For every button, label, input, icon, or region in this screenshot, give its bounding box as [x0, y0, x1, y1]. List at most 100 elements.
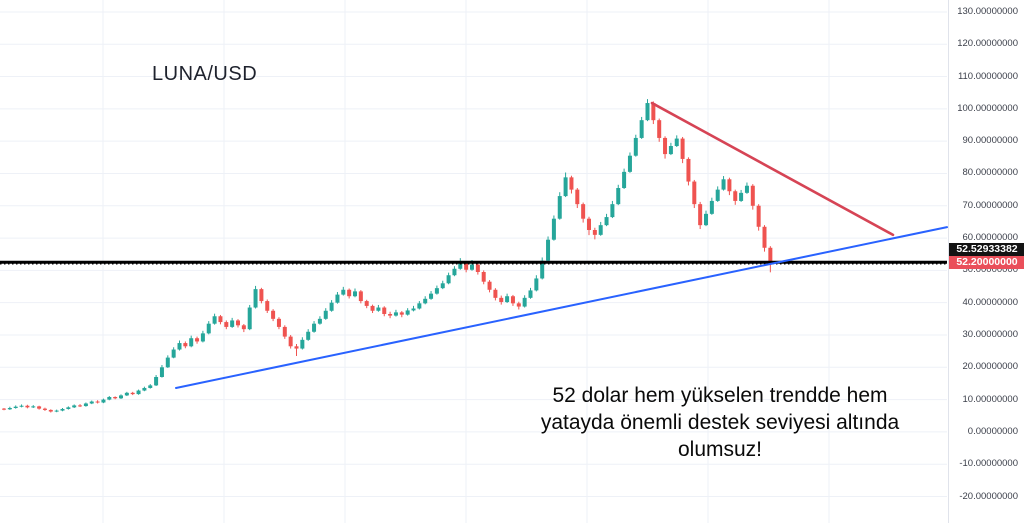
candle-body [60, 408, 65, 411]
candle-body [376, 307, 381, 311]
candle-body [271, 310, 276, 319]
candle-body [247, 307, 252, 330]
candle-body [148, 385, 153, 388]
candle-body [288, 336, 293, 347]
candle-body [715, 189, 720, 201]
candle-body [253, 289, 258, 308]
candle-body [276, 318, 281, 327]
candle-body [405, 310, 410, 315]
candle-body [739, 192, 744, 201]
candle-body [282, 326, 287, 337]
candle-body [481, 271, 486, 282]
candle-body [265, 301, 270, 311]
candle-body [499, 297, 504, 303]
price-axis[interactable]: 52.52933382 52.20000000 130.00000000 120.… [948, 0, 1024, 523]
candle-body [721, 179, 726, 190]
candle-body [142, 387, 147, 391]
candle-body [19, 405, 24, 407]
candle-body [569, 177, 574, 190]
price-tick-label: 120.00000000 [957, 38, 1018, 50]
candle-body [241, 325, 246, 330]
current-price-badge: 52.52933382 [949, 243, 1024, 257]
candle-body [598, 225, 603, 235]
candle-body [200, 333, 205, 342]
candle-body [610, 204, 615, 218]
price-tick-label: 50.00000000 [962, 264, 1018, 276]
candle-body [540, 260, 545, 279]
candle-body [95, 401, 100, 403]
price-tick-label: 90.00000000 [962, 135, 1018, 147]
price-tick-label: 100.00000000 [957, 102, 1018, 114]
annotation-line-1: 52 dolar hem yükselen trendde hem [552, 384, 888, 407]
candle-body [382, 307, 387, 314]
candle-body [423, 298, 428, 304]
candle-body [2, 408, 6, 410]
candle-body [464, 263, 469, 270]
candle-body [487, 281, 492, 290]
candle-body [347, 289, 352, 297]
candle-body [668, 146, 673, 155]
candle-body [259, 289, 264, 302]
price-tick-label: 80.00000000 [962, 167, 1018, 179]
price-tick-label: 20.00000000 [962, 361, 1018, 373]
candle-body [189, 338, 194, 347]
price-tick-label: 0.00000000 [967, 425, 1018, 437]
candle-body [692, 181, 697, 205]
candle-body [294, 346, 299, 349]
candle-body [183, 343, 188, 347]
candle-body [686, 158, 691, 182]
candle-body [546, 239, 551, 261]
candle-body [768, 247, 773, 263]
candle-body [13, 406, 18, 408]
candle-body [388, 313, 393, 316]
candle-body [470, 264, 474, 270]
candle-body [446, 275, 451, 284]
candle-body [762, 226, 767, 248]
candle-body [411, 308, 416, 311]
candle-body [124, 392, 129, 396]
candle-body [645, 103, 650, 121]
annotation-line-3: olumsuz! [677, 438, 763, 461]
support-level-badge-text: 52.20000000 [956, 256, 1018, 269]
price-tick-label: -20.00000000 [959, 490, 1018, 502]
analysis-annotation-text: 52 dolar hem yükselen trendde hem yatayd… [470, 382, 970, 463]
candle-body [505, 296, 510, 303]
candle-body [323, 310, 328, 319]
candle-body [452, 268, 457, 276]
ascending-support-trendline[interactable] [175, 226, 948, 389]
candle-body [89, 401, 94, 404]
candle-body [312, 323, 317, 332]
candle-body [399, 312, 404, 315]
candle-body [709, 200, 714, 214]
candle-body [42, 408, 47, 410]
candle-body [522, 297, 527, 307]
price-tick-label: -10.00000000 [959, 458, 1018, 470]
candle-body [119, 395, 123, 399]
candle-body [159, 367, 164, 377]
candle-body [72, 405, 77, 408]
candle-body [592, 230, 597, 235]
candle-body [370, 305, 375, 311]
candle-body [417, 303, 422, 309]
descending-resistance-trendline[interactable] [650, 101, 895, 237]
candle-body [704, 213, 708, 226]
candle-body [663, 137, 668, 155]
candle-body [212, 316, 217, 324]
candle-body [37, 406, 42, 409]
candle-body [680, 138, 685, 159]
price-tick-label: 110.00000000 [957, 70, 1018, 82]
candle-body [206, 323, 211, 334]
candle-body [218, 316, 223, 323]
price-tick-label: 70.00000000 [962, 199, 1018, 211]
candle-body [581, 204, 586, 219]
support-level-price-badge: 52.20000000 [949, 256, 1024, 270]
candle-body [177, 343, 182, 350]
candle-body [66, 407, 71, 409]
candle-body [657, 120, 662, 138]
candle-body [429, 293, 434, 299]
candle-body [557, 196, 562, 219]
candle-body [341, 289, 346, 295]
candle-body [534, 278, 539, 291]
